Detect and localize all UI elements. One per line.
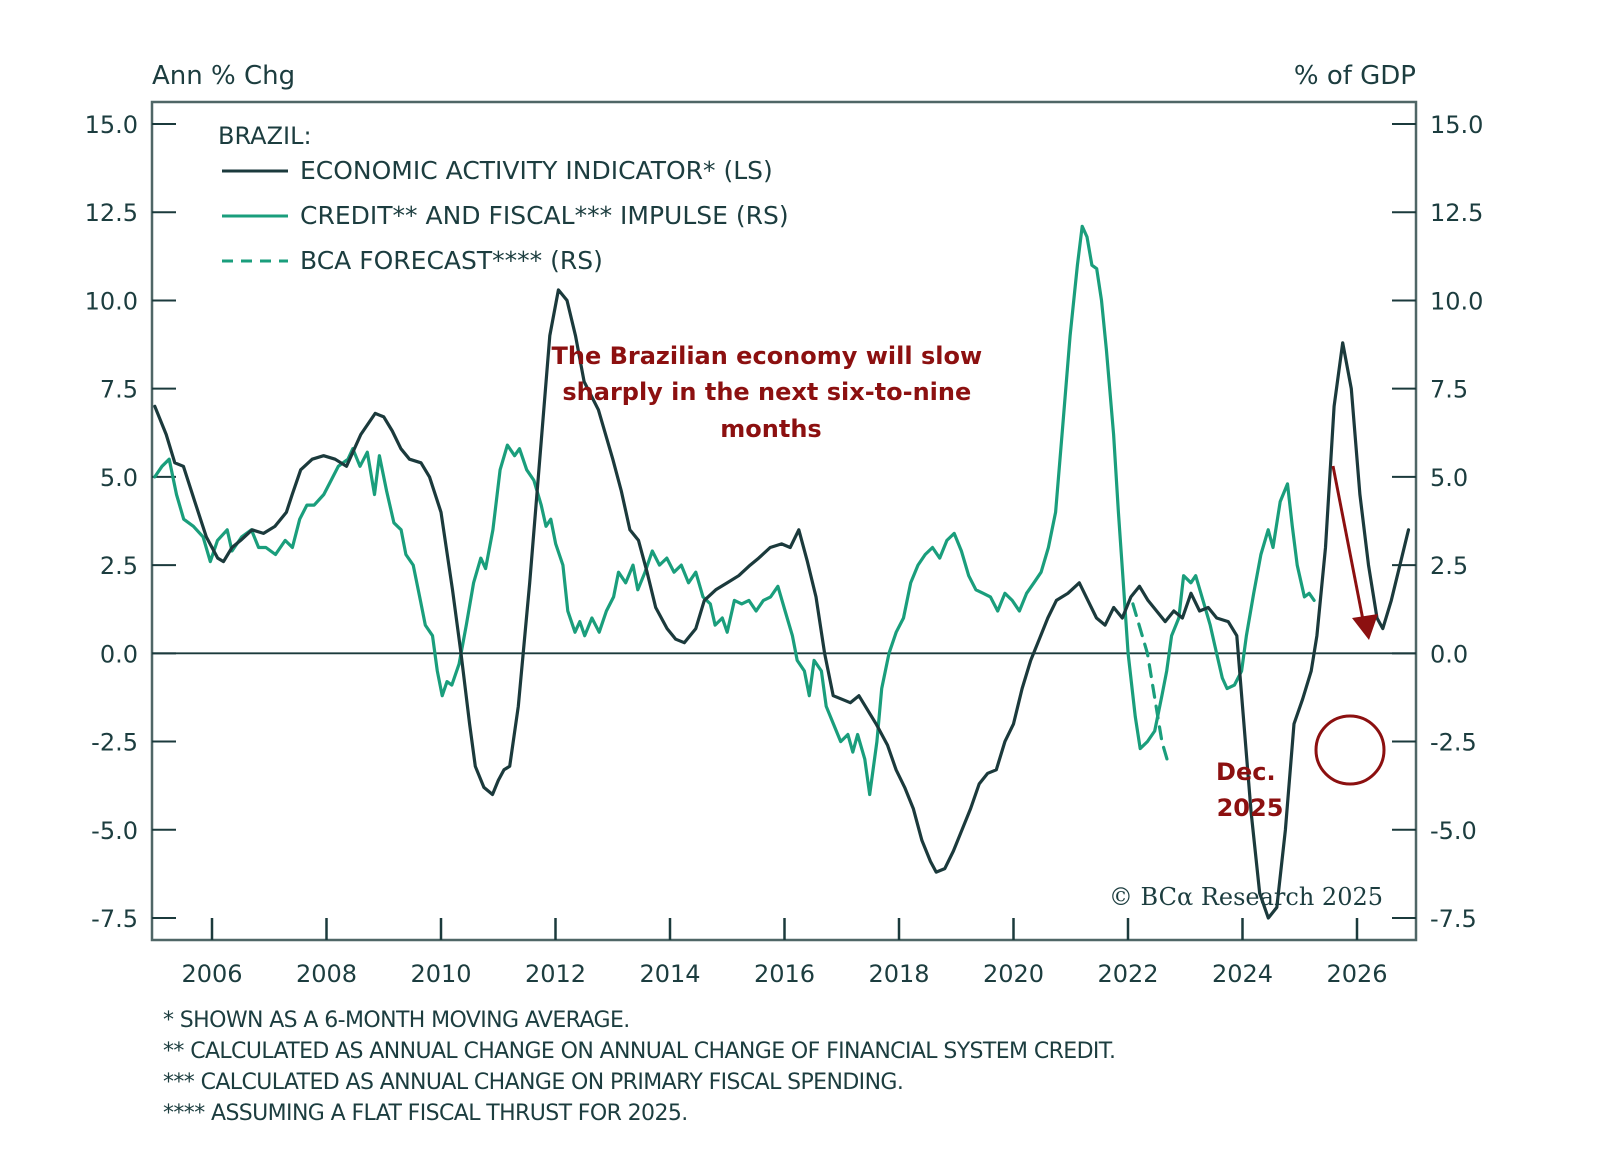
legend-title: BRAZIL:	[218, 122, 312, 150]
series-line-impulse	[153, 224, 1316, 797]
left-y-tick-label: 7.5	[100, 376, 138, 404]
headline-line-2: sharply in the next six-to-nine	[562, 378, 971, 406]
x-tick-label: 2022	[1097, 960, 1158, 988]
left-y-tick-label: 10.0	[85, 287, 138, 315]
left-y-tick-label: 15.0	[85, 111, 138, 139]
left-y-tick-label: -5.0	[91, 817, 138, 845]
right-y-tick-label: 12.5	[1430, 199, 1483, 227]
legend-item-impulse: CREDIT** AND FISCAL*** IMPULSE (RS)	[300, 201, 789, 230]
headline-annotation: The Brazilian economy will slow sharply …	[551, 342, 990, 443]
left-axis-unit: Ann % Chg	[152, 61, 295, 91]
right-y-tick-label: 7.5	[1430, 376, 1468, 404]
right-y-tick-label: 2.5	[1430, 552, 1468, 580]
x-tick-label: 2020	[983, 960, 1044, 988]
target-label-line-1: Dec.	[1216, 758, 1276, 786]
left-y-axis: 15.0 12.5 10.0 7.5 5.0 2.5 0.0 -2.5 -5.0 -7.5	[85, 111, 176, 933]
legend: BRAZIL: ECONOMIC ACTIVITY INDICATOR* (LS…	[218, 122, 789, 275]
series-layer	[153, 224, 1411, 920]
x-tick-label: 2006	[181, 960, 242, 988]
right-y-tick-label: -2.5	[1430, 729, 1477, 757]
target-label: Dec. 2025	[1216, 758, 1284, 822]
right-y-tick-label: 5.0	[1430, 464, 1468, 492]
left-y-tick-label: -7.5	[91, 905, 138, 933]
legend-item-activity: ECONOMIC ACTIVITY INDICATOR* (LS)	[300, 156, 773, 185]
right-y-tick-label: 15.0	[1430, 111, 1483, 139]
left-y-tick-label: -2.5	[91, 729, 138, 757]
headline-line-3: months	[720, 415, 821, 443]
footnote-4: **** ASSUMING A FLAT FISCAL THRUST FOR 2…	[163, 1101, 688, 1126]
x-tick-label: 2016	[754, 960, 815, 988]
x-tick-label: 2008	[296, 960, 357, 988]
series-line-forecast	[1131, 602, 1171, 768]
series-line-activity	[153, 288, 1411, 920]
left-y-tick-label: 12.5	[85, 199, 138, 227]
down-arrow-icon	[1352, 614, 1378, 640]
x-tick-label: 2026	[1326, 960, 1387, 988]
left-y-tick-label: 0.0	[100, 640, 138, 668]
headline-line-1: The Brazilian economy will slow	[551, 342, 982, 370]
right-y-axis: 15.0 12.5 10.0 7.5 5.0 2.5 0.0 -2.5 -5.0 -7.5	[1392, 111, 1483, 933]
x-axis: 2006 2008 2010 2012 2014 2016 2018 2020 2022 2024…	[181, 918, 1388, 988]
left-y-tick-label: 5.0	[100, 464, 138, 492]
right-y-tick-label: 10.0	[1430, 287, 1483, 315]
right-y-tick-label: -7.5	[1430, 905, 1477, 933]
footnote-3: *** CALCULATED AS ANNUAL CHANGE ON PRIMA…	[163, 1070, 904, 1095]
x-tick-label: 2010	[410, 960, 471, 988]
right-y-tick-label: 0.0	[1430, 640, 1468, 668]
x-tick-label: 2012	[525, 960, 586, 988]
x-tick-label: 2024	[1212, 960, 1273, 988]
down-arrow-shaft	[1331, 465, 1365, 621]
footnote-1: * SHOWN AS A 6-MONTH MOVING AVERAGE.	[163, 1008, 630, 1033]
target-label-line-2: 2025	[1217, 794, 1284, 822]
footnotes: * SHOWN AS A 6-MONTH MOVING AVERAGE. ** …	[163, 1005, 1116, 1129]
copyright: © BCα Research 2025	[1109, 883, 1383, 911]
chart: Ann % Chg % of GDP 15.0 12.5 10.0 7.5 5.0 2.5…	[85, 61, 1484, 988]
footnote-2: ** CALCULATED AS ANNUAL CHANGE ON ANNUAL…	[163, 1039, 1116, 1064]
x-tick-label: 2018	[868, 960, 929, 988]
target-circle	[1314, 714, 1386, 786]
left-y-tick-label: 2.5	[100, 552, 138, 580]
legend-item-forecast: BCA FORECAST**** (RS)	[300, 246, 603, 275]
right-y-tick-label: -5.0	[1430, 817, 1477, 845]
x-tick-label: 2014	[639, 960, 700, 988]
right-axis-unit: % of GDP	[1294, 61, 1416, 91]
